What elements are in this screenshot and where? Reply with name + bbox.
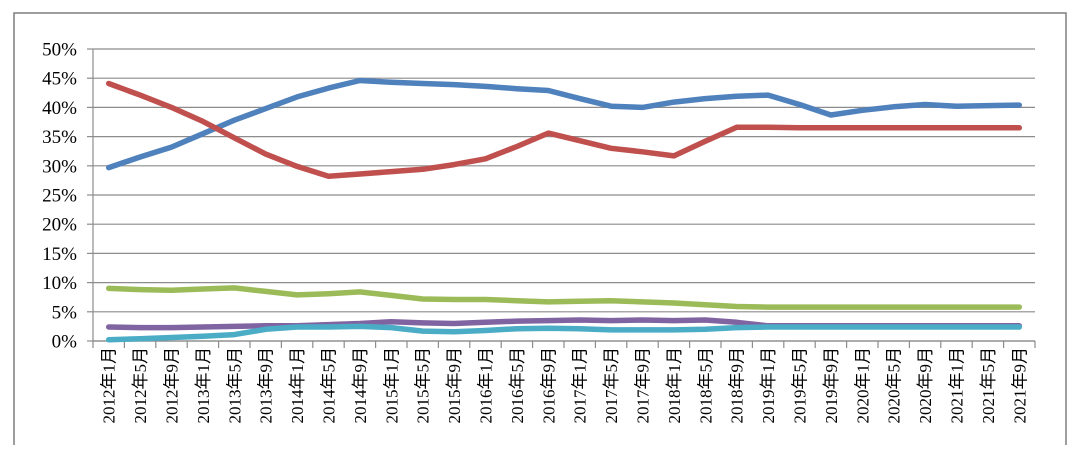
y-tick-label: 50% bbox=[42, 40, 77, 61]
series-line-3 bbox=[105, 285, 1023, 310]
x-tick-label: 2019年5月 bbox=[791, 347, 810, 424]
x-tick-label: 2012年1月 bbox=[100, 347, 119, 424]
y-tick-label: 0% bbox=[52, 332, 78, 353]
x-tick-label: 2012年9月 bbox=[163, 347, 182, 424]
y-tick-label: 20% bbox=[42, 215, 77, 236]
x-tick-label: 2019年9月 bbox=[822, 347, 841, 424]
x-tick-label: 2019年1月 bbox=[759, 347, 778, 424]
x-tick-label: 2017年9月 bbox=[634, 347, 653, 424]
x-tick-label: 2015年1月 bbox=[382, 347, 401, 424]
x-tick-label: 2016年9月 bbox=[539, 347, 558, 424]
x-tick-label: 2021年5月 bbox=[979, 347, 998, 424]
series-line-2 bbox=[105, 80, 1023, 180]
y-tick-label: 40% bbox=[42, 98, 77, 119]
x-tick-label: 2018年9月 bbox=[728, 347, 747, 424]
y-tick-label: 5% bbox=[52, 302, 78, 323]
x-tick-label: 2018年1月 bbox=[665, 347, 684, 424]
y-tick-label: 30% bbox=[42, 156, 77, 177]
x-tick-label: 2015年5月 bbox=[414, 347, 433, 424]
x-tick-label: 2018年5月 bbox=[696, 347, 715, 424]
series-line-1 bbox=[105, 77, 1023, 171]
x-tick-label: 2020年5月 bbox=[885, 347, 904, 424]
x-tick-label: 2014年5月 bbox=[320, 347, 339, 424]
x-axis: 2012年1月 2012年5月 2012年9月 2013年1月 2013年5月 2013年… bbox=[92, 340, 1036, 424]
x-tick-label: 2015年9月 bbox=[445, 347, 464, 424]
x-tick-label: 2012年5月 bbox=[131, 347, 150, 424]
y-axis: 0% 5% 10% 15% 20% 25% 30% 35% 40% 45% 50% bbox=[42, 40, 94, 353]
x-tick-label: 2014年9月 bbox=[351, 347, 370, 424]
y-tick-label: 35% bbox=[42, 127, 77, 148]
y-tick-label: 25% bbox=[42, 186, 77, 207]
chart-border bbox=[13, 12, 1067, 450]
x-tick-label: 2014年1月 bbox=[288, 347, 307, 424]
x-tick-label: 2020年1月 bbox=[853, 347, 872, 424]
x-tick-label: 2017年1月 bbox=[571, 347, 590, 424]
y-tick-label: 15% bbox=[42, 244, 77, 265]
x-tick-label: 2021年1月 bbox=[948, 347, 967, 424]
x-tick-label: 2016年1月 bbox=[477, 347, 496, 424]
series-lines bbox=[105, 77, 1023, 343]
y-tick-label: 45% bbox=[42, 69, 77, 90]
y-tick-label: 10% bbox=[42, 273, 77, 294]
x-tick-label: 2020年9月 bbox=[916, 347, 935, 424]
x-tick-label: 2013年9月 bbox=[257, 347, 276, 424]
series-line-5 bbox=[105, 323, 1023, 343]
x-tick-label: 2016年5月 bbox=[508, 347, 527, 424]
x-tick-label: 2013年5月 bbox=[225, 347, 244, 424]
x-tick-label: 2021年9月 bbox=[1010, 347, 1029, 424]
x-tick-label: 2017年5月 bbox=[602, 347, 621, 424]
x-tick-label: 2013年1月 bbox=[194, 347, 213, 424]
